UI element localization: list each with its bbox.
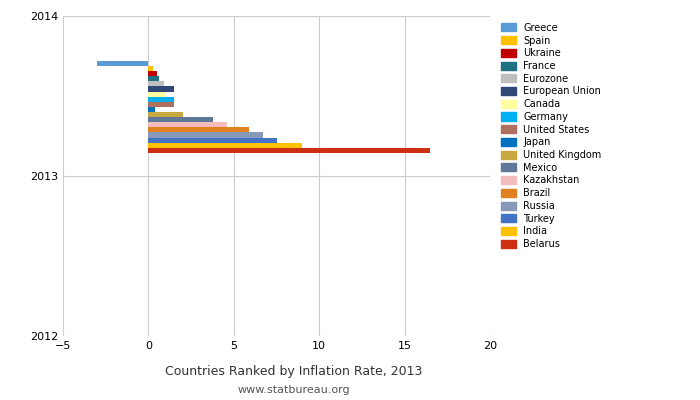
Bar <box>97 61 148 66</box>
Bar <box>148 143 302 148</box>
Text: Countries Ranked by Inflation Rate, 2013: Countries Ranked by Inflation Rate, 2013 <box>165 366 423 378</box>
Bar <box>148 76 159 81</box>
Legend: Greece, Spain, Ukraine, France, Eurozone, European Union, Canada, Germany, Unite: Greece, Spain, Ukraine, France, Eurozone… <box>499 21 603 251</box>
Bar <box>148 86 174 92</box>
Bar <box>148 127 249 132</box>
Bar <box>148 71 157 76</box>
Bar <box>148 117 214 122</box>
Bar <box>148 107 155 112</box>
Bar <box>148 102 174 107</box>
Bar <box>148 148 430 153</box>
Bar <box>148 66 153 71</box>
Text: www.statbureau.org: www.statbureau.org <box>238 385 350 395</box>
Bar <box>148 81 164 86</box>
Bar <box>148 122 227 127</box>
Bar <box>148 92 165 97</box>
Bar <box>148 132 262 138</box>
Bar <box>148 138 276 143</box>
Bar <box>148 112 183 117</box>
Bar <box>148 97 174 102</box>
